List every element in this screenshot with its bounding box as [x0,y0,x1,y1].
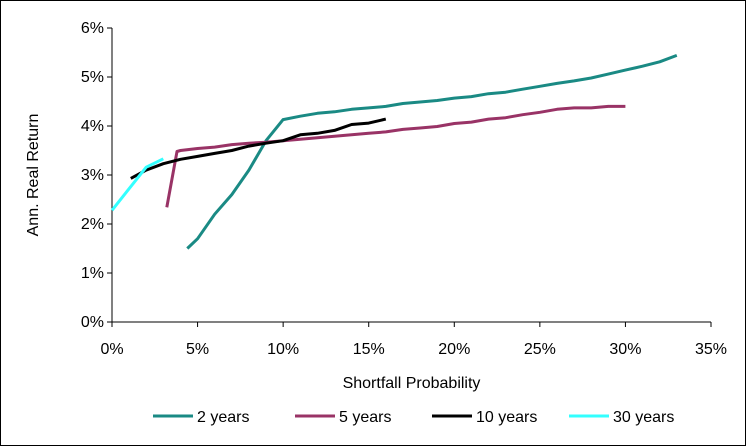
x-tick-label: 35% [695,341,727,358]
legend-label: 5 years [339,409,391,426]
x-tick-label: 25% [524,341,556,358]
y-axis-label: Ann. Real Return [25,114,42,237]
y-tick-label: 5% [81,69,104,86]
x-axis-label: Shortfall Probability [343,375,481,392]
series-line-5-years [165,104,626,208]
x-tick-label: 20% [438,341,470,358]
series-line-10-years [130,117,387,180]
y-axis-ticks: 0% 1% 2% 3% 4% 5% 6% [81,20,112,331]
y-tick-label: 6% [81,20,104,37]
x-tick-label: 0% [100,341,123,358]
legend-label: 2 years [197,409,249,426]
x-tick-label: 30% [609,341,641,358]
y-tick-label: 0% [81,314,104,331]
x-tick-label: 15% [353,341,385,358]
y-tick-label: 4% [81,118,104,135]
legend: 2 years 5 years 10 years 30 years [153,409,674,426]
y-tick-label: 3% [81,167,104,184]
series-line-2-years [186,53,678,250]
legend-label: 30 years [613,409,674,426]
legend-label: 10 years [476,409,537,426]
x-tick-label: 5% [186,341,209,358]
x-tick-label: 10% [267,341,299,358]
y-tick-label: 1% [81,265,104,282]
series-line-30-years [110,157,164,212]
y-tick-label: 2% [81,216,104,233]
series-layer [110,53,678,250]
x-axis-ticks: 0% 5% 10% 15% 20% 25% 30% 35% [100,322,727,358]
